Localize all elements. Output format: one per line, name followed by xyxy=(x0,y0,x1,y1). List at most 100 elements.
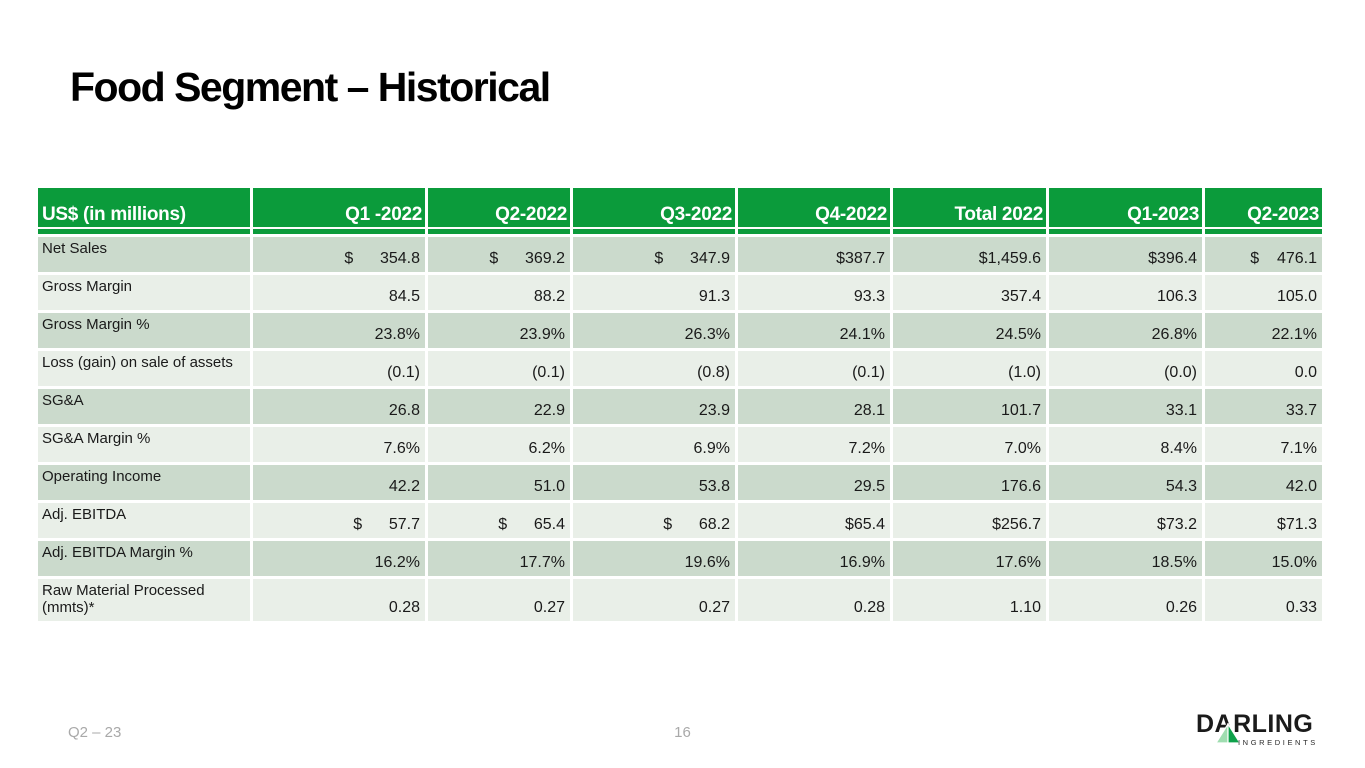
table-cell: $71.3 xyxy=(1202,500,1325,541)
row-label: Raw Material Processed (mmts)* xyxy=(35,576,253,624)
table-cell: 42.2 xyxy=(250,462,428,503)
table-row: Adj. EBITDA Margin % 16.2% 17.7% 19.6% 16.9%… xyxy=(35,538,1325,579)
table-cell: $ 65.4 xyxy=(425,500,573,541)
table-cell: (0.1) xyxy=(250,348,428,389)
table-row: SG&A Margin % 7.6% 6.2% 6.9% 7.2% 7.0% 8.4% 7.1… xyxy=(35,424,1325,465)
table-cell: 357.4 xyxy=(890,272,1049,313)
table-cell: (0.1) xyxy=(735,348,893,389)
table-cell: $1,459.6 xyxy=(890,234,1049,275)
column-header: Q2-2023 xyxy=(1202,185,1325,237)
table-cell: 7.1% xyxy=(1202,424,1325,465)
table-cell: (1.0) xyxy=(890,348,1049,389)
table-cell: 0.33 xyxy=(1202,576,1325,624)
logo-triangle-icon xyxy=(1215,723,1241,744)
table-cell: 33.1 xyxy=(1046,386,1205,427)
table-cell: 19.6% xyxy=(570,538,738,579)
table-cell: 0.27 xyxy=(425,576,573,624)
column-header: Total 2022 xyxy=(890,185,1049,237)
table-cell: 22.9 xyxy=(425,386,573,427)
table-row: Operating Income 42.2 51.0 53.8 29.5 176.6 54.… xyxy=(35,462,1325,503)
table-cell: 0.26 xyxy=(1046,576,1205,624)
table-cell: 6.9% xyxy=(570,424,738,465)
table-cell: 24.1% xyxy=(735,310,893,351)
table-cell: 18.5% xyxy=(1046,538,1205,579)
column-header-label: Q2-2023 xyxy=(1206,204,1321,229)
table-cell: $256.7 xyxy=(890,500,1049,541)
row-label: Gross Margin xyxy=(35,272,253,313)
table-cell: $ 347.9 xyxy=(570,234,738,275)
table-cell: $65.4 xyxy=(735,500,893,541)
table-cell: 106.3 xyxy=(1046,272,1205,313)
table-cell: 17.7% xyxy=(425,538,573,579)
table-row: Net Sales $ 354.8 $ 369.2 $ 347.9 $387.7 $1,4… xyxy=(35,234,1325,275)
table-cell: 23.8% xyxy=(250,310,428,351)
column-header-label: Q2-2022 xyxy=(429,204,569,229)
table-cell: 23.9% xyxy=(425,310,573,351)
table-cell: (0.1) xyxy=(425,348,573,389)
column-header: Q1 -2022 xyxy=(250,185,428,237)
table-cell: 22.1% xyxy=(1202,310,1325,351)
logo-brand-text: DARLING xyxy=(1196,710,1314,738)
table-cell: 88.2 xyxy=(425,272,573,313)
row-label: Adj. EBITDA Margin % xyxy=(35,538,253,579)
darling-logo: DARLING INGREDIENTS xyxy=(1196,712,1320,752)
table-cell: 1.10 xyxy=(890,576,1049,624)
row-label: Adj. EBITDA xyxy=(35,500,253,541)
table-cell: 33.7 xyxy=(1202,386,1325,427)
financial-table: US$ (in millions) Q1 -2022 Q2-2022 Q3-2022 Q… xyxy=(35,185,1325,624)
table-cell: 24.5% xyxy=(890,310,1049,351)
table-cell: $396.4 xyxy=(1046,234,1205,275)
table-cell: 105.0 xyxy=(1202,272,1325,313)
column-header: Q4-2022 xyxy=(735,185,893,237)
table-cell: 15.0% xyxy=(1202,538,1325,579)
column-header: Q2-2022 xyxy=(425,185,573,237)
table-cell: 93.3 xyxy=(735,272,893,313)
table-cell: $ 68.2 xyxy=(570,500,738,541)
table-cell: $ 354.8 xyxy=(250,234,428,275)
table-cell: 54.3 xyxy=(1046,462,1205,503)
table-cell: 16.2% xyxy=(250,538,428,579)
table-cell: 26.8 xyxy=(250,386,428,427)
table-row: SG&A 26.8 22.9 23.9 28.1 101.7 33.1 33.7 xyxy=(35,386,1325,427)
page-title: Food Segment – Historical xyxy=(70,64,551,110)
column-header: Q1-2023 xyxy=(1046,185,1205,237)
row-label: Net Sales xyxy=(35,234,253,275)
table-cell: $ 369.2 xyxy=(425,234,573,275)
table-cell: 0.0 xyxy=(1202,348,1325,389)
row-label: Operating Income xyxy=(35,462,253,503)
column-header: Q3-2022 xyxy=(570,185,738,237)
row-label: Loss (gain) on sale of assets xyxy=(35,348,253,389)
table-cell: (0.8) xyxy=(570,348,738,389)
table-cell: 17.6% xyxy=(890,538,1049,579)
row-label: SG&A xyxy=(35,386,253,427)
table-cell: 91.3 xyxy=(570,272,738,313)
table-row: Loss (gain) on sale of assets (0.1) (0.1)(… xyxy=(35,348,1325,389)
table-row: Adj. EBITDA $ 57.7 $ 65.4 $ 68.2 $65.4 $256.7… xyxy=(35,500,1325,541)
column-header-label: Q4-2022 xyxy=(739,204,889,229)
table-cell: 23.9 xyxy=(570,386,738,427)
table-cell: (0.0) xyxy=(1046,348,1205,389)
table-row: Gross Margin 84.5 88.2 91.3 93.3 357.4 106.3 10… xyxy=(35,272,1325,313)
column-header-units: US$ (in millions) xyxy=(35,185,253,237)
column-header-label: Q1 -2022 xyxy=(254,204,424,229)
column-header-label: Q3-2022 xyxy=(574,204,734,229)
table-cell: 28.1 xyxy=(735,386,893,427)
table-cell: 16.9% xyxy=(735,538,893,579)
table-cell: 7.6% xyxy=(250,424,428,465)
table-cell: 101.7 xyxy=(890,386,1049,427)
table-cell: $387.7 xyxy=(735,234,893,275)
row-label: Gross Margin % xyxy=(35,310,253,351)
table-cell: $73.2 xyxy=(1046,500,1205,541)
table-cell: 26.3% xyxy=(570,310,738,351)
column-header-label: Q1-2023 xyxy=(1050,204,1201,229)
table-cell: 8.4% xyxy=(1046,424,1205,465)
table-cell: 51.0 xyxy=(425,462,573,503)
table-cell: 29.5 xyxy=(735,462,893,503)
table-cell: 7.0% xyxy=(890,424,1049,465)
table-cell: 0.27 xyxy=(570,576,738,624)
table-cell: 0.28 xyxy=(250,576,428,624)
page-number: 16 xyxy=(674,724,691,741)
table-cell: 53.8 xyxy=(570,462,738,503)
table-cell: $ 57.7 xyxy=(250,500,428,541)
table-row: Raw Material Processed (mmts)* 0.28 0.27 0.… xyxy=(35,576,1325,624)
